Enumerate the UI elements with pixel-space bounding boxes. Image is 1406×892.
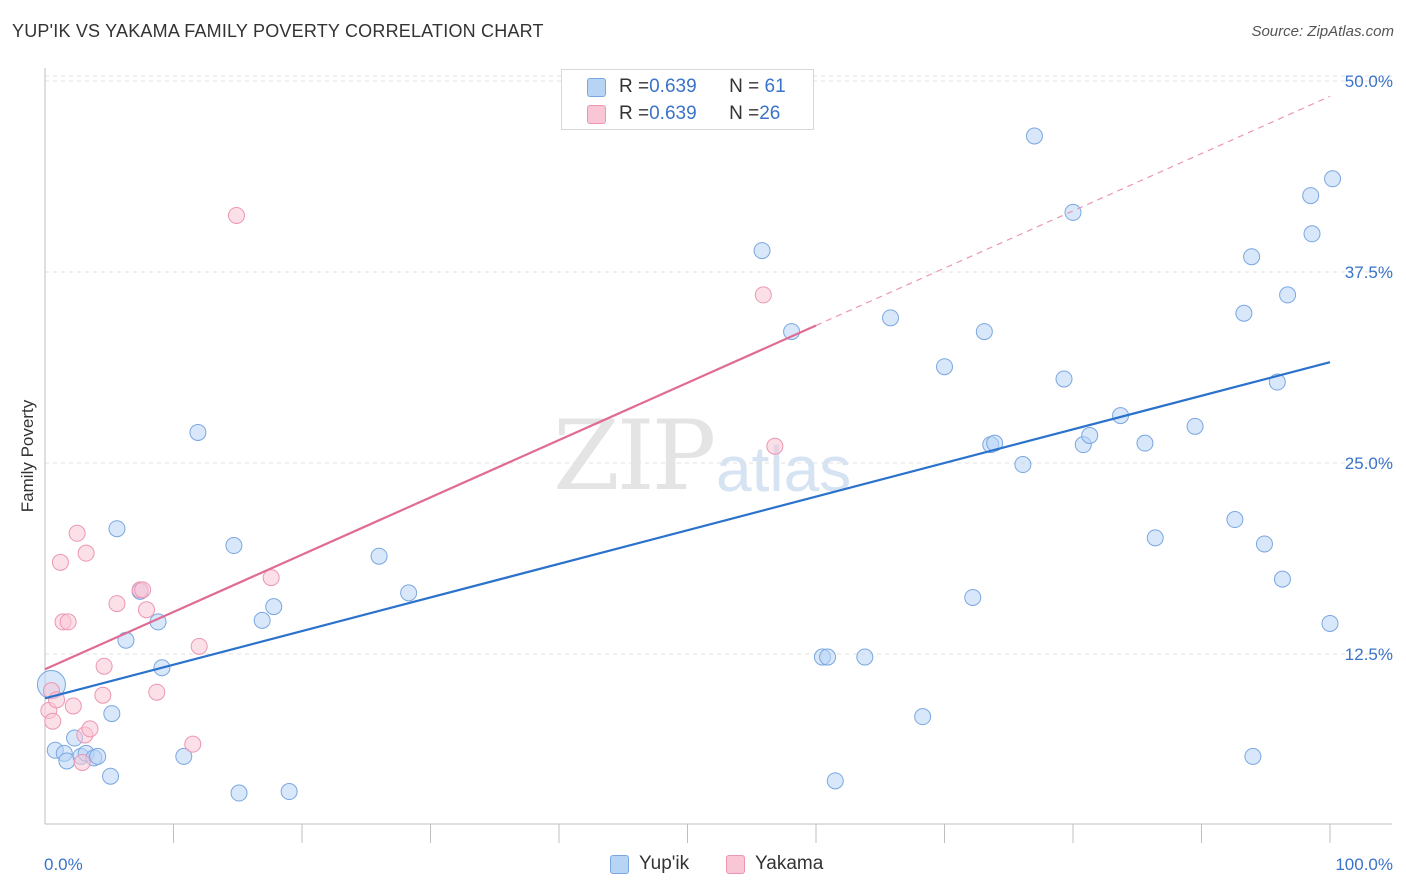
yupik-point bbox=[370, 547, 388, 565]
yupik-point bbox=[753, 242, 771, 260]
yakama-point bbox=[108, 595, 126, 613]
yakama-point bbox=[190, 637, 208, 655]
yakama-trendline bbox=[44, 324, 817, 671]
grid-lines bbox=[45, 75, 1392, 655]
yupik-point bbox=[1302, 187, 1320, 205]
yupik-point bbox=[1081, 426, 1099, 444]
yupik-swatch bbox=[587, 77, 606, 97]
y-tick-label: 37.5% bbox=[1345, 263, 1393, 282]
trend-lines bbox=[44, 95, 1331, 700]
yupik-point bbox=[102, 767, 120, 785]
axes bbox=[44, 68, 1392, 843]
x-tick-label: 0.0% bbox=[44, 855, 83, 874]
yupik-point bbox=[826, 772, 844, 790]
yupik-point bbox=[856, 648, 874, 666]
yupik-point bbox=[1136, 434, 1154, 452]
yakama-point bbox=[44, 712, 62, 730]
watermark-zip: ZIP bbox=[553, 400, 716, 512]
yakama-point bbox=[94, 686, 112, 704]
yupik-point bbox=[1235, 304, 1253, 322]
yupik-point bbox=[1014, 456, 1032, 474]
yakama-point bbox=[227, 206, 245, 224]
yupik-point bbox=[1279, 286, 1297, 304]
yupik-trendline bbox=[44, 361, 1331, 700]
chart-title: YUP'IK VS YAKAMA FAMILY POVERTY CORRELAT… bbox=[12, 21, 544, 41]
x-tick-label: 100.0% bbox=[1335, 855, 1393, 874]
data-points bbox=[36, 127, 1342, 802]
yupik-point bbox=[1273, 570, 1291, 588]
legend-n-value: 61 bbox=[759, 76, 786, 97]
y-tick-label: 25.0% bbox=[1345, 454, 1393, 473]
yupik-point bbox=[58, 752, 76, 770]
yakama-point bbox=[148, 683, 166, 701]
yupik-point bbox=[1243, 248, 1261, 266]
yakama-point bbox=[51, 553, 69, 571]
yakama-point bbox=[138, 601, 156, 619]
yupik-point bbox=[882, 309, 900, 327]
yupik-point bbox=[1324, 170, 1342, 188]
yupik-point bbox=[1244, 747, 1262, 765]
yakama-point bbox=[81, 720, 99, 738]
legend-r-value: 0.639 bbox=[649, 103, 697, 124]
correlation-legend: R = 0.639 N = 61 R = 0.639 N = 26 bbox=[561, 69, 814, 130]
yupik-point bbox=[103, 705, 121, 723]
yupik-point bbox=[253, 611, 271, 629]
yupik-point bbox=[1303, 225, 1321, 243]
yupik-point bbox=[225, 537, 243, 555]
y-tick-label: 50.0% bbox=[1345, 72, 1393, 91]
source-note: Source: ZipAtlas.com bbox=[1251, 23, 1394, 40]
yupik-point bbox=[175, 747, 193, 765]
yakama-point bbox=[68, 524, 86, 542]
legend-r-value: 0.639 bbox=[649, 76, 697, 97]
yupik-point bbox=[1146, 529, 1164, 547]
yakama-point bbox=[95, 657, 113, 675]
yupik-point bbox=[936, 358, 953, 376]
yupik-point bbox=[400, 584, 418, 602]
yupik-point bbox=[1064, 203, 1082, 221]
yakama-point bbox=[73, 753, 91, 771]
legend-r-label: R = bbox=[619, 76, 650, 97]
yakama-swatch bbox=[587, 104, 606, 124]
yupik-point bbox=[89, 747, 107, 765]
yupik-point bbox=[819, 648, 837, 666]
legend-n-label: N = bbox=[729, 76, 760, 97]
yakama-point bbox=[766, 437, 784, 455]
yupik-point bbox=[975, 323, 993, 341]
tick-labels: 12.5% 25.0% 37.5% 50.0% 0.0% 100.0% bbox=[44, 72, 1393, 874]
yakama-point bbox=[59, 613, 77, 631]
yupik-point bbox=[1321, 614, 1339, 632]
yakama-legend-swatch bbox=[726, 854, 745, 874]
legend-n-value: 26 bbox=[759, 103, 781, 124]
yupik-point bbox=[230, 784, 248, 802]
yakama-point bbox=[134, 581, 152, 599]
yupik-point bbox=[1255, 535, 1273, 553]
yakama-point bbox=[754, 286, 772, 304]
yupik-point bbox=[280, 783, 298, 801]
yupik-legend-swatch bbox=[610, 854, 629, 874]
series-legend-yakama: Yakama bbox=[726, 852, 823, 876]
legend-n-label: N = bbox=[729, 103, 760, 124]
yakama-point bbox=[77, 544, 95, 562]
y-tick-label: 12.5% bbox=[1345, 645, 1393, 664]
yupik-legend-label: Yup'ik bbox=[639, 853, 690, 874]
legend-row-yakama: R = 0.639 N = 26 bbox=[587, 103, 780, 125]
yupik-point bbox=[964, 588, 982, 606]
yupik-point bbox=[986, 434, 1004, 452]
yupik-point bbox=[914, 708, 932, 726]
yakama-trendline-extension bbox=[815, 95, 1331, 327]
legend-row-yupik: R = 0.639 N = 61 bbox=[587, 76, 786, 98]
legend-r-label: R = bbox=[619, 103, 650, 124]
yakama-legend-label: Yakama bbox=[755, 853, 824, 874]
yakama-point bbox=[64, 697, 82, 715]
yupik-point bbox=[1025, 127, 1043, 145]
yupik-point bbox=[265, 598, 283, 616]
yupik-point bbox=[1226, 511, 1244, 529]
yakama-point bbox=[184, 735, 202, 753]
series-legend-yupik: Yup'ik bbox=[610, 852, 689, 876]
yupik-point bbox=[108, 520, 126, 538]
yupik-point bbox=[1055, 370, 1073, 388]
yupik-point bbox=[1186, 417, 1204, 435]
yupik-point bbox=[189, 423, 207, 441]
